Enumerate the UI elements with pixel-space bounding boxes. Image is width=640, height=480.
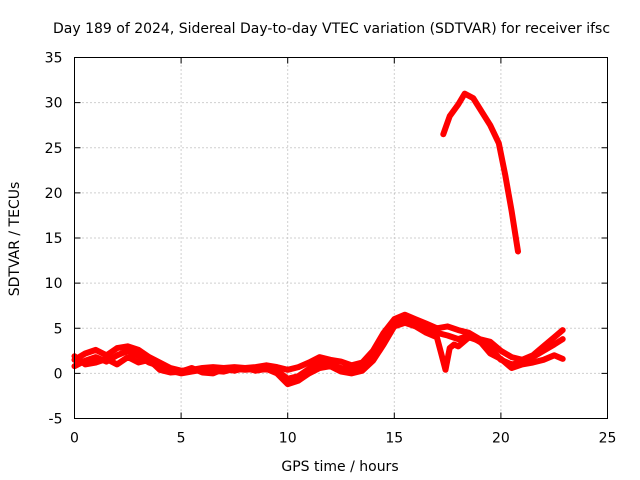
series-track-3 (71, 319, 566, 388)
y-tick-label: 30 (45, 96, 63, 112)
y-axis-label: SDTVAR / TECUs (7, 182, 23, 297)
x-tick-label: 15 (385, 431, 403, 447)
x-tick-label: 20 (492, 431, 510, 447)
y-tick-label: 10 (45, 276, 63, 292)
x-tick-label: 0 (70, 431, 79, 447)
y-tick-label: 15 (45, 231, 63, 247)
chart-title: Day 189 of 2024, Sidereal Day-to-day VTE… (53, 21, 610, 37)
series-track-4 (440, 90, 521, 255)
series-track-1 (71, 311, 566, 374)
y-tick-label: 25 (45, 141, 63, 157)
tick-labels: 0 5 10 15 20 25 -5 0 5 10 15 20 25 30 35 (45, 51, 617, 447)
x-tick-label: 25 (599, 431, 617, 447)
y-tick-label: 35 (45, 51, 63, 67)
y-tick-label: 5 (54, 321, 63, 337)
plot-frame (74, 57, 608, 419)
x-tick-label: 5 (177, 431, 186, 447)
y-tick-label: 20 (45, 186, 63, 202)
y-tick-label: -5 (49, 412, 63, 428)
x-tick-label: 10 (279, 431, 297, 447)
y-tick-label: 0 (54, 366, 63, 382)
data-series (71, 90, 566, 388)
x-axis-label: GPS time / hours (281, 459, 398, 475)
